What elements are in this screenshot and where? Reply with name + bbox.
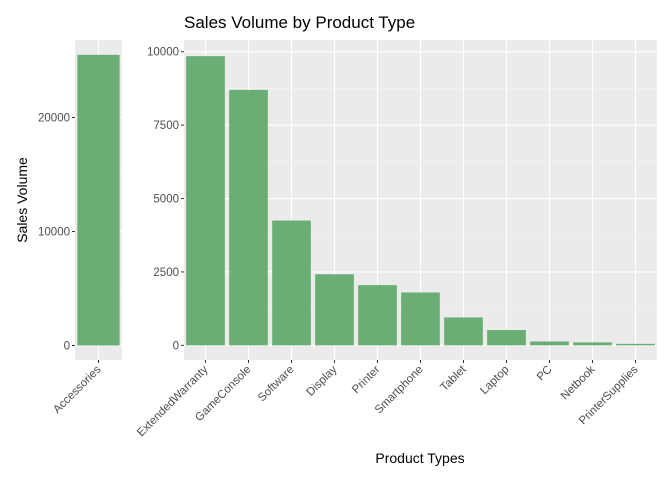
bar-smartphone <box>401 292 440 346</box>
bar-laptop <box>487 330 526 346</box>
y-tick-label: 7500 <box>153 120 179 132</box>
y-tick-label: 10000 <box>38 227 70 239</box>
x-tick-label: PC <box>535 364 555 384</box>
x-tick-label: Display <box>304 363 339 398</box>
panels-group: 0 10000 20000 Accessories 0 2500 5000 7500 10000… <box>38 40 657 439</box>
bar-printersupplies <box>616 343 655 346</box>
chart-title: Sales Volume by Product Type <box>184 13 415 32</box>
bar-pc <box>530 341 569 346</box>
y-tick-label: 2500 <box>153 267 179 279</box>
x-tick-label: Netbook <box>559 363 598 402</box>
panel-1: 025005000750010000ExtendedWarrantyGameCo… <box>135 40 657 439</box>
x-tick-label: Accessories <box>51 363 103 415</box>
x-tick-label: Tablet <box>438 363 469 394</box>
y-tick-label: 10000 <box>147 47 179 59</box>
bar-printer <box>358 285 397 346</box>
y-axis-title: Sales Volume <box>14 157 30 243</box>
bar-display <box>315 274 354 346</box>
y-tick-label: 5000 <box>153 194 179 206</box>
bar-accessories <box>77 54 120 346</box>
bar-extendedwarranty <box>186 56 225 346</box>
y-tick-label: 0 <box>64 341 70 353</box>
bar-software <box>272 220 311 346</box>
bar-netbook <box>573 342 612 346</box>
x-tick-label: Printer <box>350 364 383 397</box>
x-tick-label: Laptop <box>478 364 511 397</box>
x-tick-label: Software <box>256 364 297 405</box>
x-axis-title: Product Types <box>375 450 464 466</box>
x-tick-label: ExtendedWarranty <box>135 363 211 439</box>
bar-tablet <box>444 317 483 346</box>
bar-gameconsole <box>229 89 268 346</box>
y-tick-label: 0 <box>173 340 179 352</box>
y-tick-label: 20000 <box>38 113 70 125</box>
panel-0: 0 10000 20000 Accessories <box>38 40 122 416</box>
